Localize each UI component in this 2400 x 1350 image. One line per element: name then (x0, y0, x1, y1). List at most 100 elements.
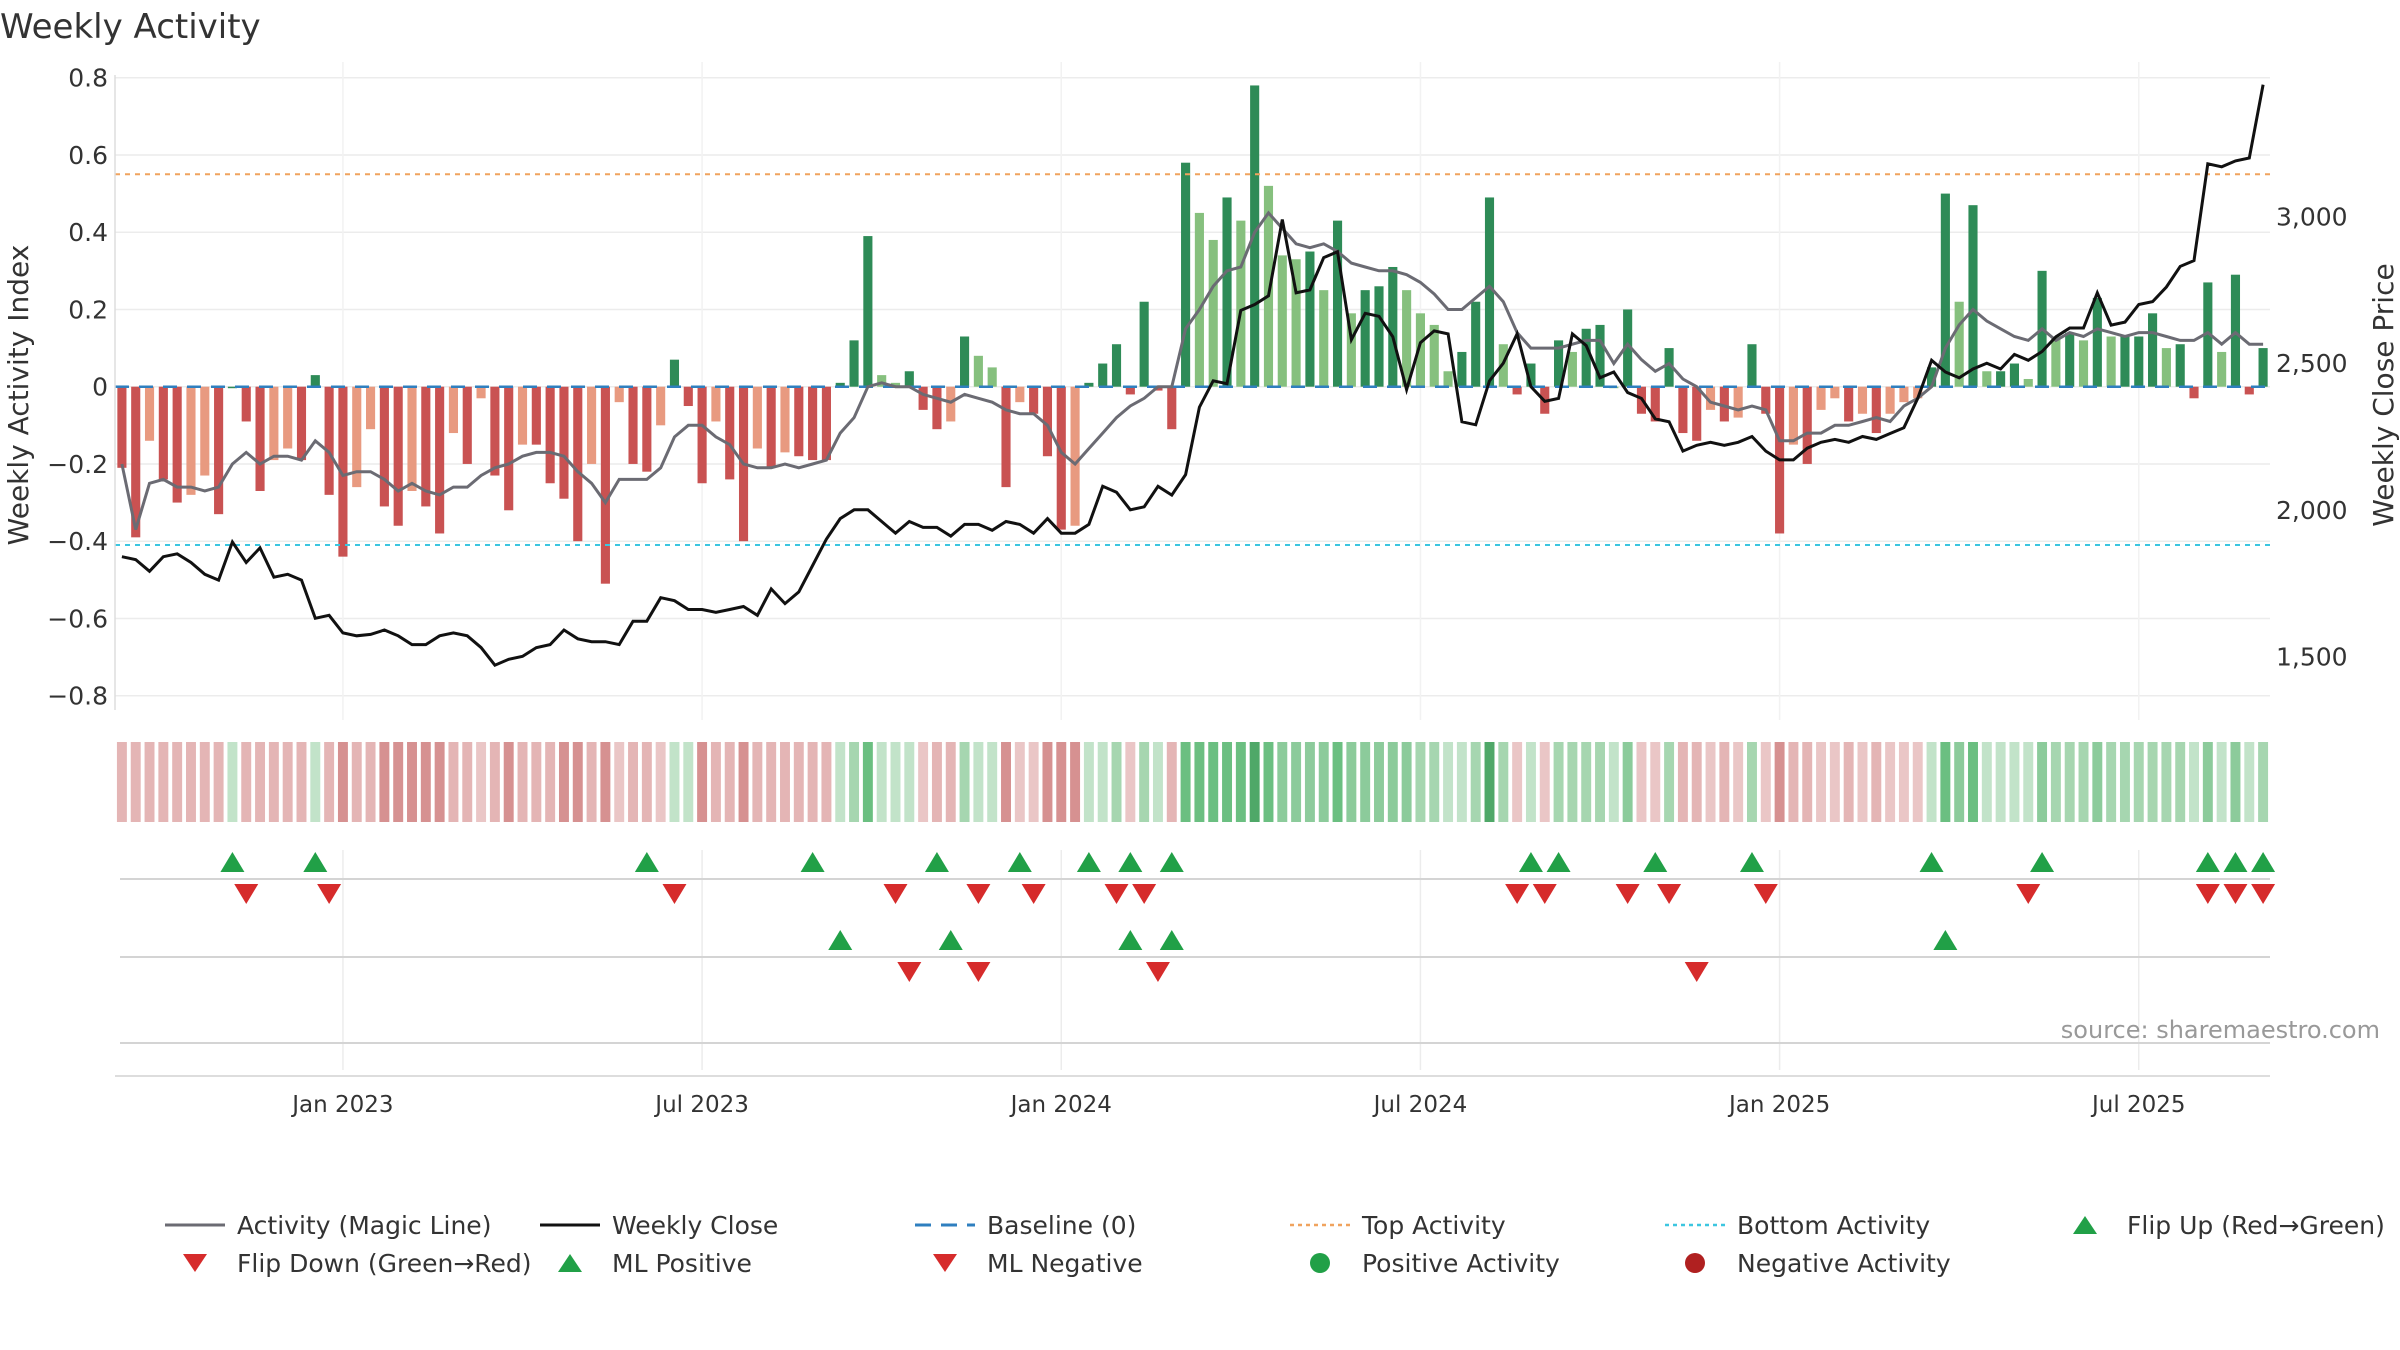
activity-bar (697, 386, 707, 484)
activity-bar (1623, 309, 1633, 387)
ribbon-cell (2050, 742, 2061, 822)
legend-swatch (933, 1254, 957, 1272)
activity-bar (1194, 212, 1204, 387)
ribbon-cell (1636, 742, 1647, 822)
activity-bar (1374, 286, 1384, 387)
ribbon-cell (1166, 742, 1177, 822)
activity-bars (117, 85, 2268, 584)
activity-bar (2189, 386, 2199, 399)
legend-label: Negative Activity (1737, 1249, 1951, 1278)
ribbon-cell (1622, 742, 1633, 822)
ribbon-cell (351, 742, 362, 822)
flip-down-marker (1615, 884, 1640, 904)
ribbon-cell (227, 742, 238, 822)
legend-swatch (1685, 1253, 1705, 1273)
ribbon-cell (379, 742, 390, 822)
ribbon-cell (1885, 742, 1896, 822)
ribbon-cell (296, 742, 307, 822)
ribbon-cell (1374, 742, 1384, 822)
ribbon-cell (1525, 742, 1536, 822)
flip-up-marker (1007, 852, 1032, 872)
activity-bar (117, 386, 127, 468)
ribbon-cell (641, 742, 652, 822)
activity-bar (2051, 336, 2061, 387)
y-tick-label: −0.6 (47, 604, 108, 633)
y-axis-label: Weekly Activity Index (2, 245, 35, 546)
legend-label: Positive Activity (1362, 1249, 1560, 1278)
activity-bar (421, 386, 431, 507)
ribbon-cell (1346, 742, 1357, 822)
activity-bar (2175, 344, 2185, 387)
ribbon-cell (2078, 742, 2089, 822)
ribbon-cell (1429, 742, 1440, 822)
activity-bar (296, 386, 307, 461)
activity-ribbon (116, 742, 2269, 822)
activity-bar (628, 386, 638, 464)
chart-title: Weekly Activity (0, 7, 261, 47)
activity-bar (1830, 386, 1840, 399)
activity-bar (2078, 340, 2089, 387)
ribbon-cell (752, 742, 763, 822)
activity-bar (545, 386, 555, 484)
legend: Activity (Magic Line) Weekly Close Baselin… (165, 1211, 2385, 1278)
activity-bar (904, 371, 914, 387)
activity-bar (1332, 220, 1343, 387)
ribbon-cell (1111, 742, 1122, 822)
flip-up-marker (2195, 852, 2220, 872)
ribbon-cell (1912, 742, 1923, 822)
activity-bar (835, 382, 845, 387)
ribbon-cell (973, 742, 984, 822)
ribbon-cell (1760, 742, 1771, 822)
activity-bar (2009, 363, 2019, 387)
activity-bar (1913, 386, 1923, 399)
ribbon-cell (586, 742, 597, 822)
activity-bar (821, 386, 831, 461)
ribbon-cell (2244, 742, 2255, 822)
ribbon-cell (1014, 742, 1025, 822)
ribbon-cell (890, 742, 901, 822)
flip-down-marker (234, 884, 259, 904)
ribbon-cell (835, 742, 846, 822)
ribbon-cell (116, 742, 127, 822)
activity-bar (1457, 351, 1467, 387)
flip-down-marker (2251, 884, 2276, 904)
activity-bar (1111, 344, 1122, 387)
ribbon-cell (1083, 742, 1094, 822)
activity-bar (1443, 371, 1453, 387)
ribbon-cell (1443, 742, 1454, 822)
ml-positive-marker (1933, 930, 1958, 950)
activity-bar (1402, 290, 1412, 387)
legend-label: Weekly Close (612, 1211, 778, 1240)
activity-bar (1554, 340, 1564, 387)
activity-bar (435, 386, 445, 534)
ribbon-cell (476, 742, 487, 822)
activity-bar (2106, 336, 2116, 387)
activity-bar (517, 386, 528, 445)
legend-label: ML Negative (987, 1249, 1143, 1278)
ribbon-cell (849, 742, 860, 822)
activity-bar (1042, 386, 1053, 457)
activity-bar (946, 386, 956, 422)
activity-bar (766, 386, 776, 468)
ribbon-cell (2092, 742, 2103, 822)
activity-bar (642, 386, 652, 472)
y-tick-label: 0 (92, 373, 108, 402)
ribbon-cell (1028, 742, 1039, 822)
ribbon-cell (1222, 742, 1233, 822)
activity-bar (2161, 348, 2171, 387)
ribbon-cell (241, 742, 252, 822)
ribbon-cell (1056, 742, 1067, 822)
ml-positive-marker (1159, 930, 1184, 950)
flip-up-marker (800, 852, 825, 872)
activity-bar (200, 386, 210, 476)
ribbon-cell (2119, 742, 2130, 822)
activity-bar (614, 386, 624, 403)
ribbon-cell (1415, 742, 1426, 822)
legend-label: Flip Down (Green→Red) (237, 1249, 532, 1278)
ribbon-cell (1581, 742, 1592, 822)
ribbon-cell (1152, 742, 1163, 822)
activity-bar (1678, 386, 1688, 434)
activity-bar (808, 386, 818, 461)
ribbon-cell (1774, 742, 1785, 822)
